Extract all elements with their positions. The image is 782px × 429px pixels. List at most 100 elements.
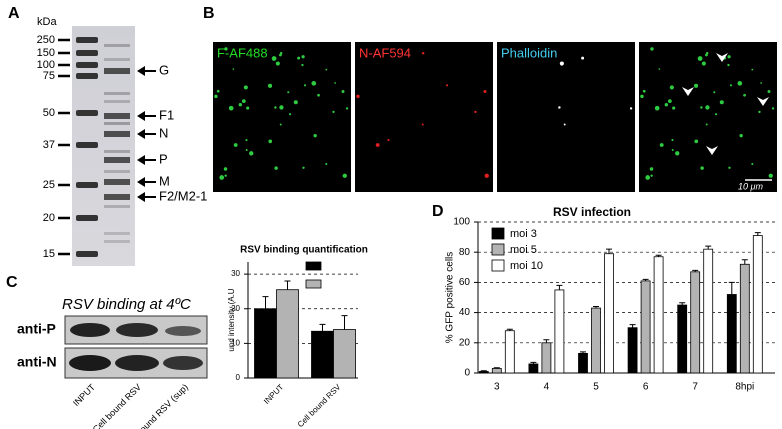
gel-band — [104, 205, 130, 208]
particle — [245, 139, 248, 142]
particle — [421, 52, 425, 55]
particle — [771, 107, 775, 110]
y-tick-label: 60 — [459, 277, 471, 288]
marker-label: 150 — [37, 47, 55, 59]
particle — [727, 63, 730, 67]
gel-band — [104, 92, 130, 95]
particle — [760, 82, 762, 84]
particle — [729, 84, 733, 87]
arrow-head — [137, 66, 145, 76]
particle — [705, 105, 710, 110]
arrow-head — [137, 129, 145, 139]
particle — [629, 107, 633, 110]
particle — [356, 94, 360, 99]
particle — [301, 55, 305, 59]
gel-band — [104, 240, 130, 243]
band-label: N — [159, 125, 168, 140]
ladder-band — [76, 73, 98, 79]
particle — [421, 123, 424, 126]
particle — [228, 105, 234, 111]
bar — [627, 327, 638, 374]
bar — [640, 280, 651, 374]
particle — [715, 113, 718, 116]
band-label: F1 — [159, 107, 174, 122]
particle — [245, 149, 248, 152]
bar — [333, 329, 356, 379]
error-bar — [556, 284, 563, 290]
blot-row-label: anti-P — [17, 321, 56, 337]
particle — [224, 47, 228, 51]
particle — [658, 68, 661, 70]
lane-label: Cell bound RSV — [91, 382, 143, 429]
y-tick-label: 0 — [464, 368, 470, 379]
particle — [302, 166, 305, 169]
blot-band — [116, 323, 158, 337]
error-bar — [705, 245, 712, 250]
particle — [214, 94, 218, 99]
particle — [728, 166, 731, 169]
western-title: RSV binding at 4ºC — [62, 296, 191, 313]
x-tick-label: 6 — [643, 382, 649, 393]
particle — [672, 106, 676, 110]
ladder-band — [76, 215, 98, 221]
error-bar — [728, 281, 735, 295]
gel-unit: kDa — [37, 16, 57, 28]
error-bar — [262, 296, 269, 309]
x-tick-label: 7 — [692, 382, 698, 393]
particle — [313, 133, 317, 138]
gel-band — [104, 157, 130, 163]
x-tick-label: INPUT — [262, 382, 285, 405]
marker-label: 75 — [43, 70, 55, 82]
x-tick-label: 5 — [593, 382, 599, 393]
particle — [268, 83, 273, 88]
particle — [713, 91, 716, 94]
particle — [727, 55, 731, 59]
error-bar — [642, 278, 649, 281]
y-tick-label: 20 — [459, 337, 471, 348]
ladder-band — [76, 62, 98, 68]
particle — [563, 123, 566, 126]
particle — [645, 175, 651, 180]
particle — [275, 61, 280, 66]
y-tick-label: 80 — [459, 247, 471, 258]
legend-swatch — [491, 227, 505, 240]
particle — [445, 84, 449, 87]
panel-label: A — [8, 5, 20, 22]
gel-band — [104, 58, 130, 61]
particle — [325, 68, 328, 71]
particle — [700, 166, 704, 170]
bar — [752, 235, 763, 374]
gel-band — [104, 122, 130, 125]
particle — [700, 106, 703, 109]
particle — [297, 56, 301, 60]
particle — [342, 173, 347, 178]
micrograph — [355, 42, 493, 192]
error-bar — [480, 370, 487, 372]
bar — [541, 342, 552, 374]
particle — [694, 139, 699, 144]
particle — [701, 61, 706, 66]
error-bar — [692, 269, 699, 272]
gel-band — [104, 68, 130, 74]
particle — [671, 139, 674, 142]
bar — [491, 368, 502, 374]
arrow-head — [137, 177, 145, 187]
particle — [697, 56, 703, 61]
error-bar — [606, 248, 612, 254]
error-bar — [754, 232, 761, 236]
particle — [581, 56, 585, 60]
gel-band — [104, 150, 130, 153]
ladder-band — [76, 182, 98, 188]
particle — [219, 175, 225, 180]
y-axis-label: und intensity (A.U — [227, 288, 236, 351]
error-bar — [319, 323, 326, 332]
bar — [554, 289, 565, 374]
arrow-head — [137, 192, 145, 202]
bar — [591, 307, 601, 374]
particle — [345, 107, 349, 110]
bar — [578, 352, 588, 374]
particle — [474, 110, 477, 114]
chart-title: RSV infection — [553, 205, 631, 219]
arrowhead — [716, 53, 728, 62]
